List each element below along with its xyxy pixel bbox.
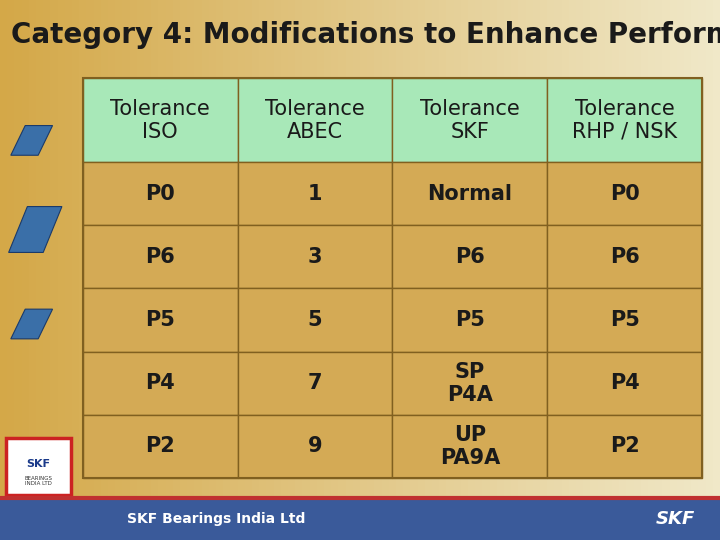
Text: Tolerance
ISO: Tolerance ISO [110,98,210,142]
FancyBboxPatch shape [6,438,71,495]
Text: Tolerance
RHP / NSK: Tolerance RHP / NSK [572,98,678,142]
FancyBboxPatch shape [83,162,238,225]
FancyBboxPatch shape [392,225,547,288]
Text: P0: P0 [145,184,175,204]
Text: 5: 5 [307,310,323,330]
FancyBboxPatch shape [83,352,238,415]
Text: P2: P2 [610,436,639,456]
Text: 9: 9 [307,436,323,456]
FancyBboxPatch shape [238,415,392,478]
FancyBboxPatch shape [547,78,702,162]
FancyBboxPatch shape [238,78,392,162]
FancyBboxPatch shape [547,162,702,225]
FancyBboxPatch shape [547,288,702,352]
Text: SKF: SKF [26,459,50,469]
Text: P5: P5 [145,310,175,330]
Text: 7: 7 [307,373,323,393]
FancyBboxPatch shape [238,352,392,415]
Text: P5: P5 [455,310,485,330]
Text: Tolerance
ABEC: Tolerance ABEC [265,98,365,142]
FancyBboxPatch shape [238,162,392,225]
Text: UP
PA9A: UP PA9A [440,424,500,468]
FancyBboxPatch shape [83,78,238,162]
Text: P6: P6 [455,247,485,267]
Polygon shape [11,126,53,156]
Text: P4: P4 [610,373,639,393]
Polygon shape [9,206,62,252]
FancyBboxPatch shape [392,415,547,478]
FancyBboxPatch shape [392,78,547,162]
FancyBboxPatch shape [83,225,238,288]
Text: SP
P4A: SP P4A [447,362,492,405]
Polygon shape [11,309,53,339]
Text: Tolerance
SKF: Tolerance SKF [420,98,520,142]
Text: P2: P2 [145,436,175,456]
Text: SKF: SKF [655,510,695,528]
Text: P6: P6 [145,247,175,267]
FancyBboxPatch shape [547,415,702,478]
Text: 3: 3 [307,247,323,267]
Text: P5: P5 [610,310,639,330]
Text: P0: P0 [610,184,639,204]
Text: BEARINGS
INDIA LTD: BEARINGS INDIA LTD [24,476,52,487]
FancyBboxPatch shape [547,225,702,288]
Text: Normal: Normal [427,184,513,204]
Text: P4: P4 [145,373,175,393]
Text: P6: P6 [610,247,639,267]
FancyBboxPatch shape [238,225,392,288]
FancyBboxPatch shape [0,498,720,540]
FancyBboxPatch shape [392,162,547,225]
FancyBboxPatch shape [392,288,547,352]
Text: SKF Bearings India Ltd: SKF Bearings India Ltd [127,512,305,526]
Text: 1: 1 [307,184,323,204]
FancyBboxPatch shape [238,288,392,352]
FancyBboxPatch shape [392,352,547,415]
Text: Category 4: Modifications to Enhance Performance: Category 4: Modifications to Enhance Per… [11,21,720,49]
FancyBboxPatch shape [547,352,702,415]
FancyBboxPatch shape [83,415,238,478]
FancyBboxPatch shape [83,288,238,352]
